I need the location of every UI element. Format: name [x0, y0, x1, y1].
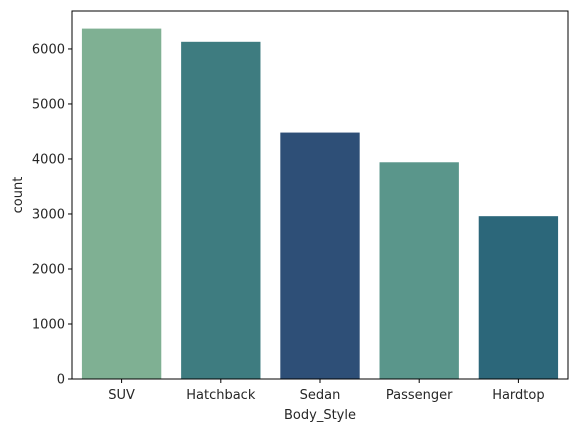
y-axis-ticks: 0 1000 2000 3000 4000 5000 6000 [32, 42, 72, 388]
y-axis-label: count [11, 177, 26, 214]
bar-hardtop [478, 216, 559, 379]
x-tick-label: SUV [108, 388, 135, 403]
x-tick-label: Sedan [300, 388, 341, 403]
bar-hatchback [181, 41, 261, 379]
x-tick-label: Hatchback [186, 388, 256, 403]
x-axis-ticks: SUV Hatchback Sedan Passenger Hardtop [108, 379, 545, 403]
bar-passenger [379, 162, 459, 379]
y-tick-label: 3000 [32, 207, 65, 222]
x-axis-label: Body_Style [284, 408, 356, 423]
bar-sedan [280, 132, 360, 379]
y-tick-label: 1000 [32, 317, 65, 332]
y-tick-label: 6000 [32, 42, 65, 57]
x-tick-label: Hardtop [492, 388, 544, 403]
y-tick-label: 0 [57, 373, 65, 388]
bars [81, 28, 559, 380]
x-tick-label: Passenger [386, 388, 453, 403]
bar-suv [81, 28, 162, 380]
y-tick-label: 5000 [32, 97, 65, 112]
y-tick-label: 2000 [32, 262, 65, 277]
plot-frame [71, 10, 569, 380]
y-tick-label: 4000 [32, 152, 65, 167]
